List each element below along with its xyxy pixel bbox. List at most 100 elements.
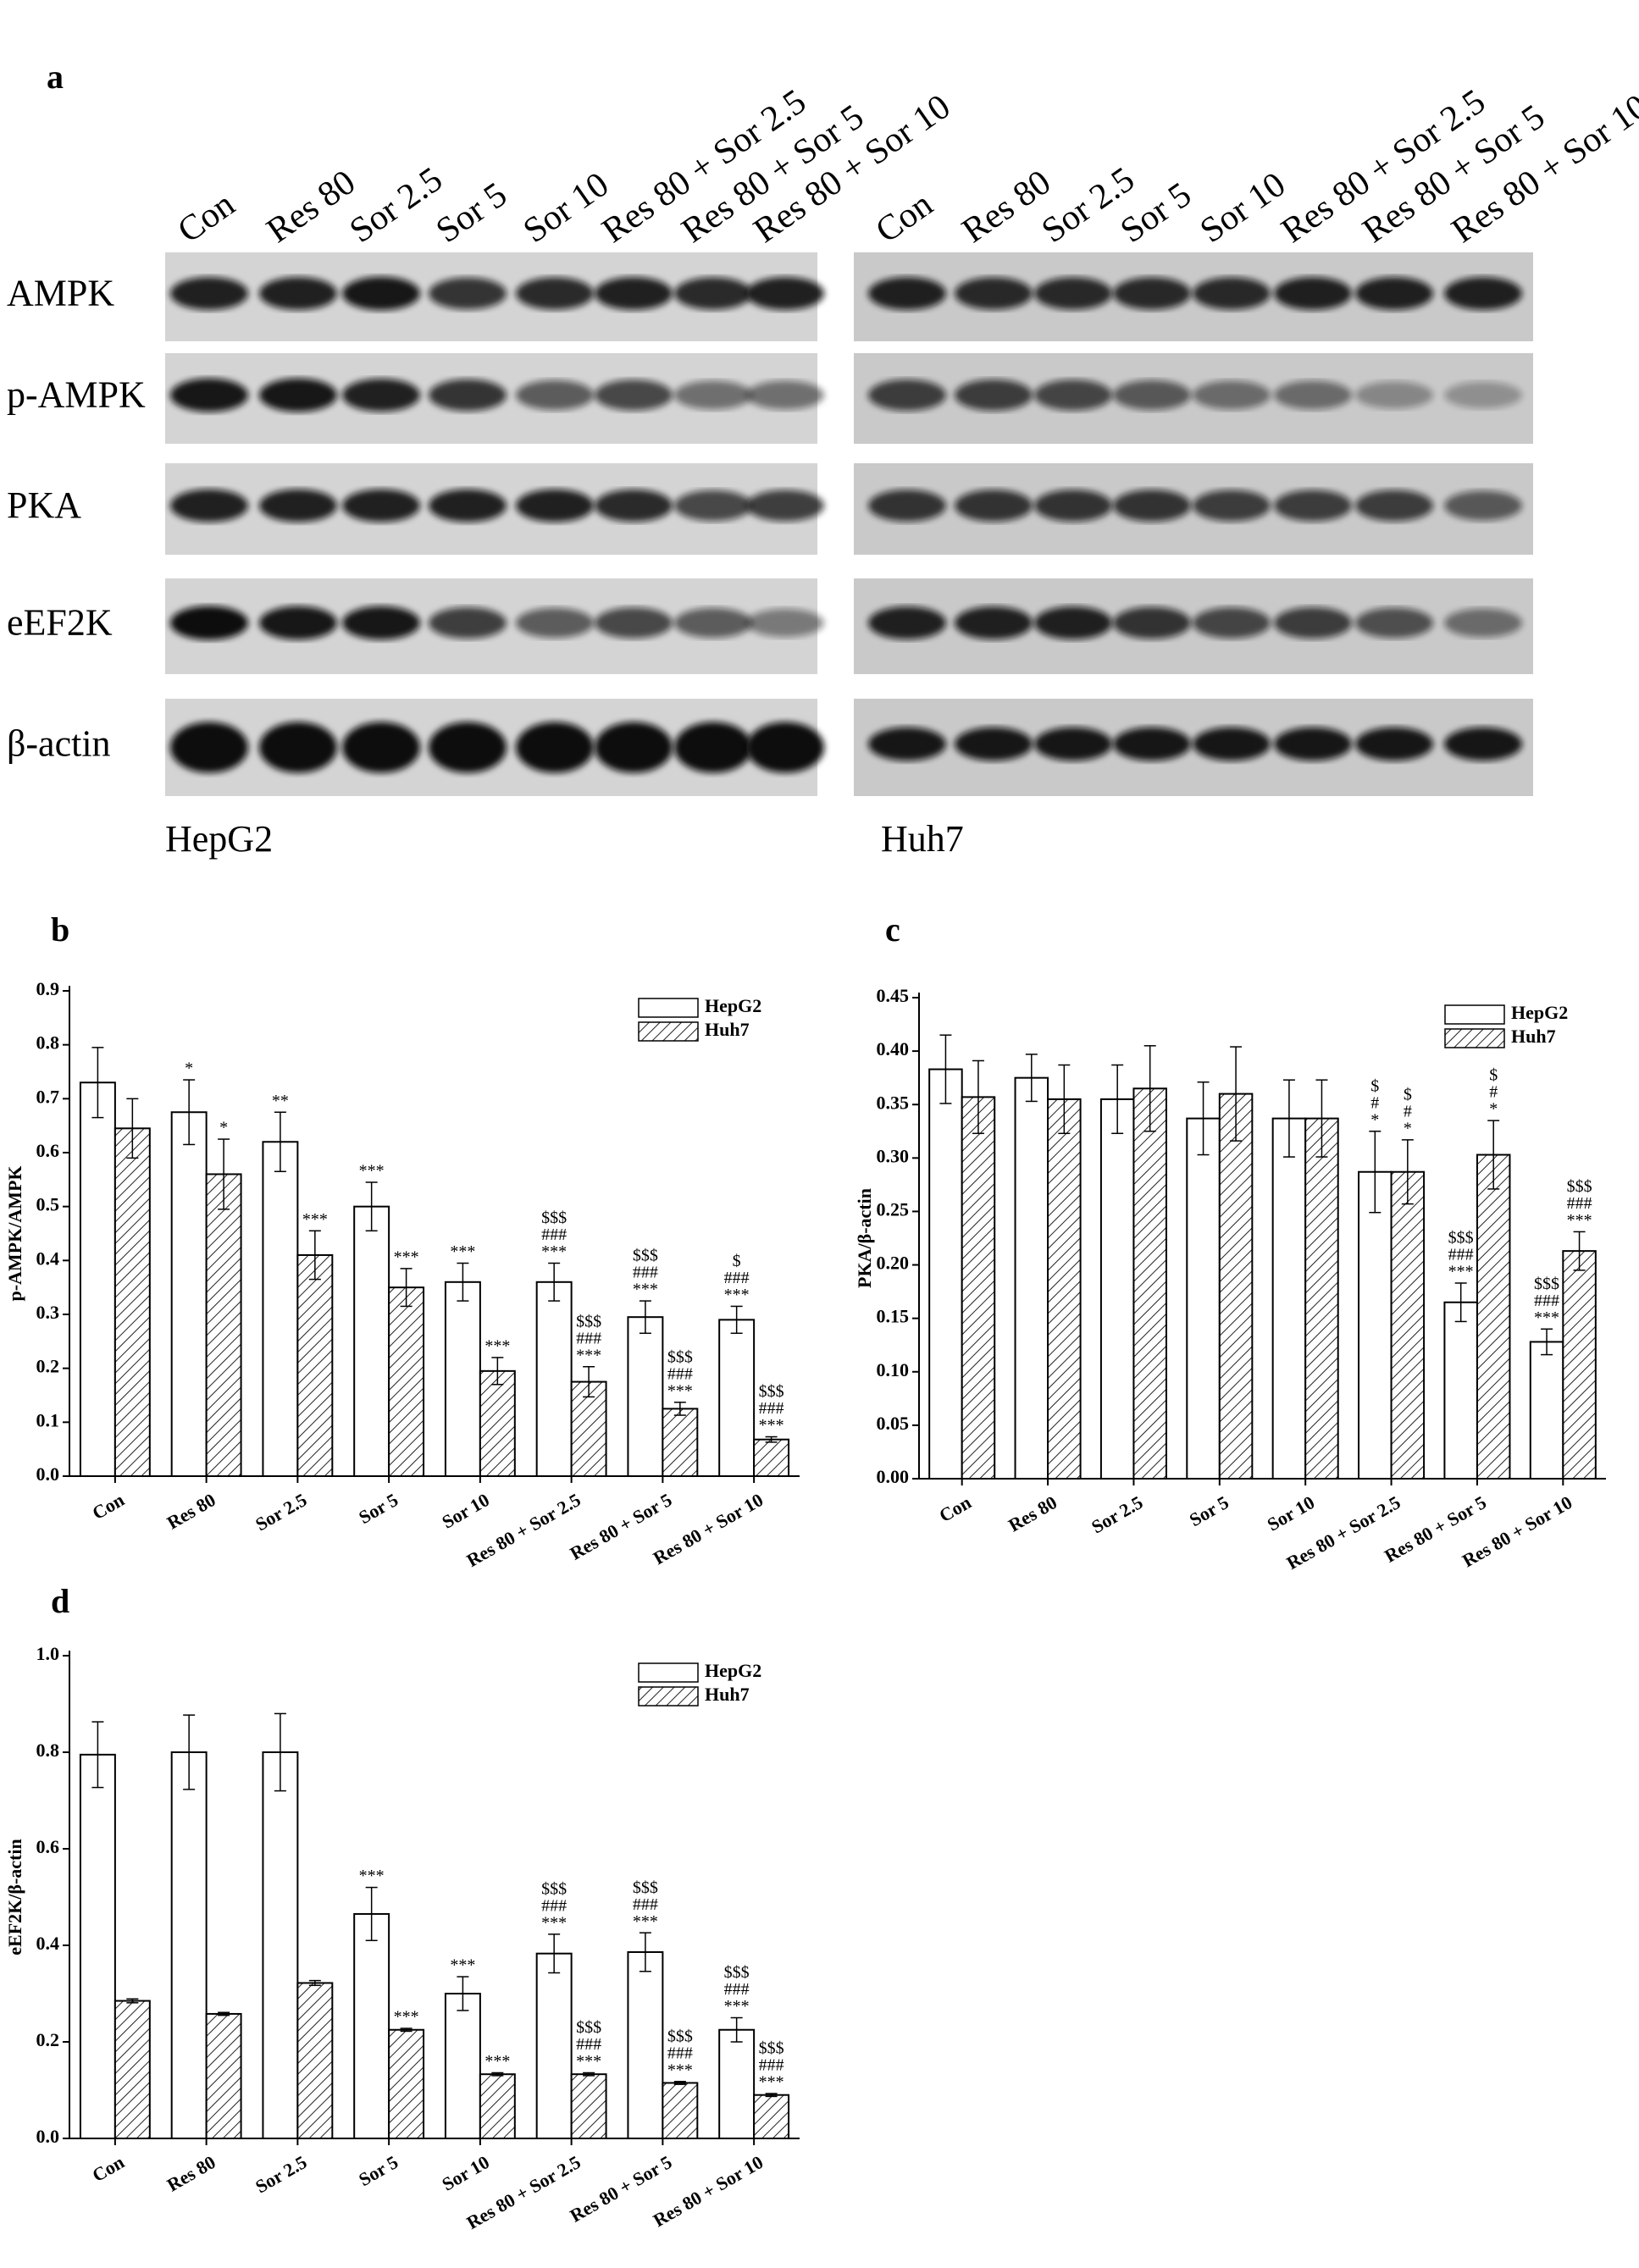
band — [595, 722, 673, 773]
legend-label: HepG2 — [705, 995, 761, 1016]
band — [516, 722, 594, 773]
significance-label: $$$ — [667, 2027, 693, 2045]
y-tick-label: 0.4 — [36, 1933, 60, 1954]
legend-swatch — [1444, 1028, 1505, 1048]
legend-swatch — [1444, 1004, 1505, 1025]
significance-label: *** — [724, 1286, 750, 1304]
legend-swatch — [638, 1662, 699, 1683]
significance-label: *** — [1448, 1263, 1474, 1281]
y-tick-label: 0.30 — [877, 1145, 910, 1166]
bar — [1099, 1098, 1135, 1480]
band — [1274, 490, 1352, 522]
panel-label: a — [47, 58, 64, 96]
significance-label: *** — [576, 2052, 601, 2071]
band — [259, 722, 337, 773]
band — [429, 277, 507, 310]
lane-label: Sor 10 — [517, 165, 616, 251]
bar — [718, 2028, 756, 2139]
legend-swatch — [638, 1686, 699, 1707]
band — [1355, 490, 1433, 522]
panel-label: b — [51, 910, 69, 949]
band — [1444, 727, 1522, 761]
bar — [170, 1751, 208, 2139]
protein-label: eEF2K — [7, 602, 113, 644]
cell-line-label: Huh7 — [881, 818, 964, 860]
bar — [1476, 1153, 1511, 1480]
significance-label: ### — [576, 2035, 601, 2054]
band — [1274, 380, 1352, 410]
band — [429, 489, 507, 523]
band — [674, 380, 752, 410]
significance-label: $$$ — [1534, 1275, 1559, 1293]
band — [1444, 277, 1522, 310]
band — [1355, 277, 1433, 310]
protein-label: p-AMPK — [7, 374, 146, 416]
significance-label: *** — [302, 1210, 328, 1229]
y-tick-label: 0.45 — [877, 985, 910, 1006]
significance-label: ### — [576, 1329, 601, 1347]
significance-label: $ — [1370, 1076, 1379, 1095]
x-tick-label: Con — [935, 1491, 974, 1526]
y-tick-label: 0.9 — [36, 978, 60, 999]
y-tick-label: 0.4 — [36, 1247, 60, 1269]
legend-label: Huh7 — [1511, 1026, 1556, 1047]
significance-label: * — [185, 1059, 193, 1078]
significance-label: *** — [394, 2008, 419, 2027]
y-tick-label: 0.6 — [36, 1836, 60, 1857]
bar — [114, 1127, 151, 1477]
significance-label: $$$ — [541, 1879, 567, 1898]
significance-label: ### — [724, 1980, 750, 1999]
band — [259, 606, 337, 640]
y-tick-label: 0.3 — [36, 1302, 60, 1323]
bar — [1304, 1117, 1339, 1480]
legend-swatch — [638, 998, 699, 1018]
y-tick-label: 0.2 — [36, 1356, 60, 1377]
bar — [1132, 1087, 1167, 1480]
bar — [262, 1751, 299, 2139]
significance-label: *** — [633, 1281, 658, 1299]
significance-label: ### — [1534, 1292, 1559, 1310]
bar — [296, 1982, 334, 2139]
significance-label: $$$ — [541, 1209, 567, 1227]
band — [1034, 379, 1112, 411]
significance-label: *** — [485, 1337, 510, 1356]
significance-label: *** — [359, 1867, 385, 1885]
significance-label: ### — [759, 1399, 784, 1418]
protein-label: β-actin — [7, 723, 111, 765]
y-tick-label: 1.0 — [36, 1643, 60, 1664]
significance-label: *** — [450, 1242, 475, 1261]
bar — [353, 1205, 390, 1477]
x-tick-label: Res 80 — [163, 2151, 219, 2196]
x-tick-label: Sor 2.5 — [252, 2151, 310, 2197]
band — [868, 379, 946, 411]
band — [429, 722, 507, 773]
panel-label: d — [51, 1582, 69, 1620]
bar — [1047, 1098, 1082, 1480]
band — [595, 379, 673, 411]
bar — [262, 1141, 299, 1478]
bar — [662, 1408, 699, 1477]
x-tick-label: Con — [89, 2151, 128, 2186]
significance-label: *** — [633, 1912, 658, 1931]
bar — [79, 1753, 116, 2140]
significance-label: # — [1404, 1102, 1412, 1120]
bar — [662, 2082, 699, 2139]
bar — [627, 1316, 664, 1478]
band — [746, 277, 824, 310]
band — [516, 379, 594, 411]
y-tick-label: 0.15 — [877, 1306, 910, 1327]
band — [170, 489, 248, 523]
y-axis-label: p-AMPK/AMPK — [4, 1165, 25, 1301]
significance-label: *** — [450, 1956, 475, 1975]
y-tick-label: 0.1 — [36, 1409, 60, 1430]
y-tick-label: 0.6 — [36, 1140, 60, 1161]
significance-label: *** — [759, 1416, 784, 1435]
band — [1193, 490, 1271, 522]
x-tick-label: Con — [89, 1489, 128, 1524]
lane-label: Con — [869, 185, 940, 251]
lane-label: Res 80 — [955, 163, 1058, 251]
significance-label: $ — [733, 1252, 741, 1270]
bar — [1443, 1301, 1478, 1480]
x-tick-label: Sor 10 — [438, 2151, 493, 2195]
